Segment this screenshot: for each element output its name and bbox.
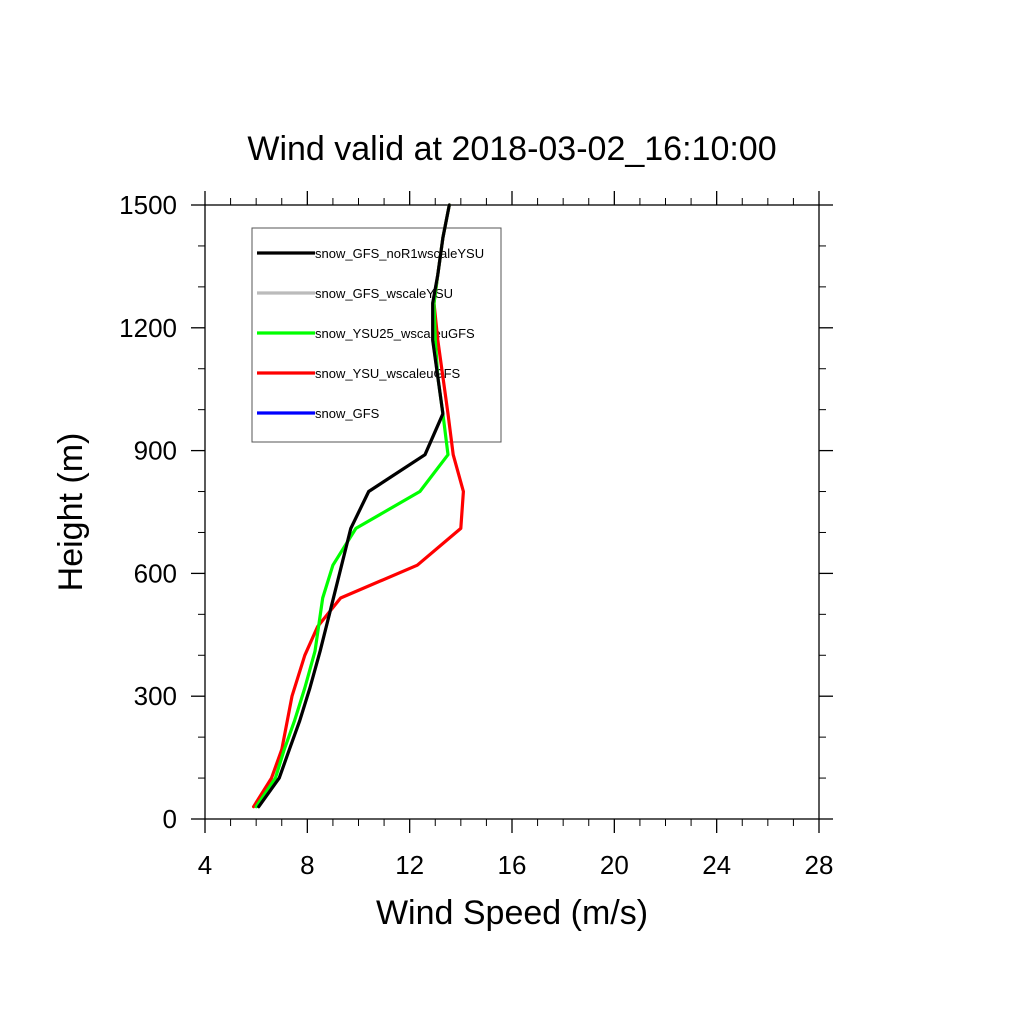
y-tick-label: 0 (163, 804, 177, 834)
y-tick-label: 1200 (119, 313, 177, 343)
y-axis-label: Height (m) (52, 433, 90, 592)
y-tick-label: 1500 (119, 190, 177, 220)
legend-label: snow_YSU25_wscaleuGFS (315, 326, 475, 341)
y-tick-label: 900 (134, 436, 177, 466)
legend-box (251, 227, 502, 443)
legend-label: snow_GFS_wscaleYSU (315, 286, 453, 301)
legend-label: snow_GFS (315, 406, 380, 421)
y-tick-label: 600 (134, 558, 177, 588)
chart-title: Wind valid at 2018-03-02_16:10:00 (247, 130, 776, 168)
x-axis-label: Wind Speed (m/s) (376, 894, 648, 932)
series-line-snow_GFS_noR1wscaleYSU (257, 203, 451, 809)
legend-label: snow_GFS_noR1wscaleYSU (315, 246, 484, 261)
axis-tick-labels: 4 8 12 16 20 24 28 0 300 600 900 1200 1500 (119, 190, 833, 880)
x-tick-label: 12 (395, 850, 424, 880)
x-tick-label: 4 (198, 850, 212, 880)
axis-ticks (191, 191, 833, 833)
x-tick-label: 8 (300, 850, 314, 880)
series-lines (252, 203, 465, 809)
legend-label: snow_YSU_wscaleuGFS (315, 366, 461, 381)
x-tick-label: 24 (702, 850, 731, 880)
legend: snow_GFS_noR1wscaleYSU snow_GFS_wscaleYSU… (251, 227, 502, 443)
x-tick-label: 20 (600, 850, 629, 880)
x-tick-label: 28 (805, 850, 834, 880)
x-tick-label: 16 (498, 850, 527, 880)
y-tick-label: 300 (134, 681, 177, 711)
